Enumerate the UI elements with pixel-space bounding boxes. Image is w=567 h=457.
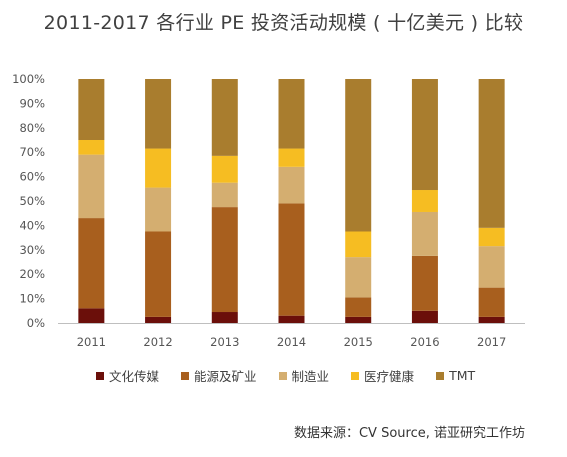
bar-segment bbox=[478, 246, 505, 288]
legend-label: TMT bbox=[449, 368, 476, 383]
bar-segment bbox=[345, 79, 372, 232]
legend-label: 医疗健康 bbox=[364, 369, 415, 384]
x-tick-label: 2014 bbox=[277, 335, 306, 349]
bar-segment bbox=[78, 154, 105, 219]
chart-title: 2011-2017 各行业 PE 投资活动规模 ( 十亿美元 ) 比较 bbox=[43, 12, 524, 34]
x-tick-label: 2013 bbox=[210, 335, 239, 349]
y-axis: 0% 10% 20% 30% 40% 50% 60% 70% 80% 90% 100% bbox=[12, 72, 45, 330]
bar-segment bbox=[78, 308, 105, 323]
bar-segment bbox=[478, 316, 505, 323]
bar-segment bbox=[278, 79, 305, 149]
y-tick-label: 30% bbox=[19, 243, 45, 257]
bar-segment bbox=[411, 79, 438, 191]
bar-segment bbox=[345, 257, 372, 298]
legend-item: 医疗健康 bbox=[351, 366, 414, 385]
source-note: 数据来源：CV Source, 诺亚研究工作坊 bbox=[293, 426, 525, 441]
bar-segment bbox=[211, 207, 238, 313]
bar-segment bbox=[411, 310, 438, 323]
bar-segment bbox=[145, 316, 172, 323]
x-tick-label: 2012 bbox=[143, 335, 172, 349]
bar-segment bbox=[78, 140, 105, 155]
legend-label: 制造业 bbox=[291, 369, 330, 384]
bar-segment bbox=[145, 187, 172, 232]
y-tick-label: 90% bbox=[19, 96, 45, 110]
legend-swatch bbox=[351, 371, 360, 380]
legend-item: 文化传媒 bbox=[96, 366, 159, 385]
y-tick-label: 0% bbox=[27, 316, 45, 330]
bar-segment bbox=[478, 227, 505, 247]
x-tick-label: 2011 bbox=[77, 335, 106, 349]
bar-segment bbox=[211, 182, 238, 208]
legend-item: 制造业 bbox=[278, 366, 330, 385]
legend-label: 能源及矿业 bbox=[194, 369, 257, 384]
bar-segment bbox=[345, 231, 372, 258]
bar-segment bbox=[411, 211, 438, 256]
bars bbox=[78, 79, 505, 323]
bar-segment bbox=[278, 203, 305, 316]
legend-swatch bbox=[278, 371, 287, 380]
bar-segment bbox=[78, 79, 105, 140]
bar-segment bbox=[345, 316, 372, 323]
y-tick-label: 10% bbox=[19, 292, 45, 306]
legend-item: TMT bbox=[436, 366, 475, 385]
y-tick-label: 40% bbox=[19, 218, 45, 232]
x-axis: 2011 2012 2013 2014 2015 2016 2017 bbox=[77, 335, 507, 349]
bar-segment bbox=[411, 255, 438, 311]
bar-segment bbox=[411, 190, 438, 212]
bar-segment bbox=[78, 218, 105, 309]
bar-segment bbox=[345, 297, 372, 317]
bar-segment bbox=[278, 315, 305, 323]
bar-segment bbox=[145, 148, 172, 188]
y-tick-label: 80% bbox=[19, 121, 45, 135]
bar-segment bbox=[211, 312, 238, 323]
bar-segment bbox=[278, 148, 305, 167]
y-tick-label: 60% bbox=[19, 170, 45, 184]
bar-segment bbox=[211, 79, 238, 156]
y-tick-label: 50% bbox=[19, 194, 45, 208]
legend-label: 文化传媒 bbox=[109, 369, 160, 384]
bar-segment bbox=[211, 155, 238, 183]
legend-swatch bbox=[436, 371, 445, 380]
y-tick-label: 20% bbox=[19, 267, 45, 281]
legend-item: 能源及矿业 bbox=[181, 366, 257, 385]
bar-segment bbox=[478, 287, 505, 317]
bar-segment bbox=[145, 231, 172, 317]
y-tick-label: 100% bbox=[12, 72, 45, 86]
legend: 文化传媒 能源及矿业 制造业 医疗健康 TMT bbox=[96, 366, 475, 385]
legend-swatch bbox=[181, 371, 190, 380]
stacked-bar-chart: 0%10%20%30%40%50%60%70%80%90%100% 2011 20… bbox=[12, 72, 525, 349]
y-tick-label: 70% bbox=[19, 145, 45, 159]
x-tick-label: 2015 bbox=[344, 335, 373, 349]
bar-segment bbox=[278, 166, 305, 204]
bar-segment bbox=[145, 79, 172, 149]
x-tick-label: 2017 bbox=[477, 335, 506, 349]
x-tick-label: 2016 bbox=[410, 335, 439, 349]
bar-segment bbox=[478, 79, 505, 228]
legend-swatch bbox=[96, 371, 104, 380]
